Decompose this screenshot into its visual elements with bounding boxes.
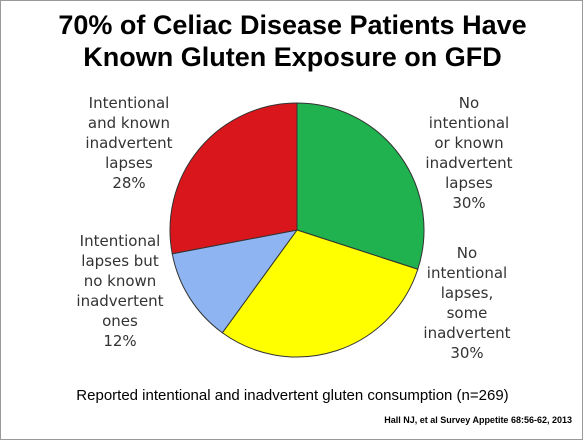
value-label: 28% <box>112 174 146 192</box>
pie-slice <box>221 229 419 358</box>
source-note: Hall NJ, et al Survey Appetite 68:56-62,… <box>384 415 572 425</box>
value-label: 30% <box>452 194 486 212</box>
pie-slice <box>169 102 298 255</box>
slice-label: Intentional lapses but no known inadvert… <box>71 231 169 351</box>
pie-slice <box>171 229 299 334</box>
chart-subtitle: Reported intentional and inadvertent glu… <box>76 387 509 404</box>
slice-label: No intentional or known inadvertent laps… <box>423 93 515 213</box>
value-label: 30% <box>450 344 484 362</box>
pie-slice <box>296 102 425 270</box>
value-label: 12% <box>103 332 137 350</box>
category-label: No intentional or known inadvertent laps… <box>425 94 513 192</box>
category-label: Intentional and known inadvertent lapses <box>85 94 173 172</box>
category-label: No intentional lapses, some inadvertent <box>423 244 511 342</box>
slice-label: Intentional and known inadvertent lapses… <box>73 93 185 193</box>
category-label: Intentional lapses but no known inadvert… <box>76 232 164 330</box>
slice-label: No intentional lapses, some inadvertent 3… <box>421 243 513 363</box>
chart-title: 70% of Celiac Disease Patients Have Know… <box>58 10 527 72</box>
